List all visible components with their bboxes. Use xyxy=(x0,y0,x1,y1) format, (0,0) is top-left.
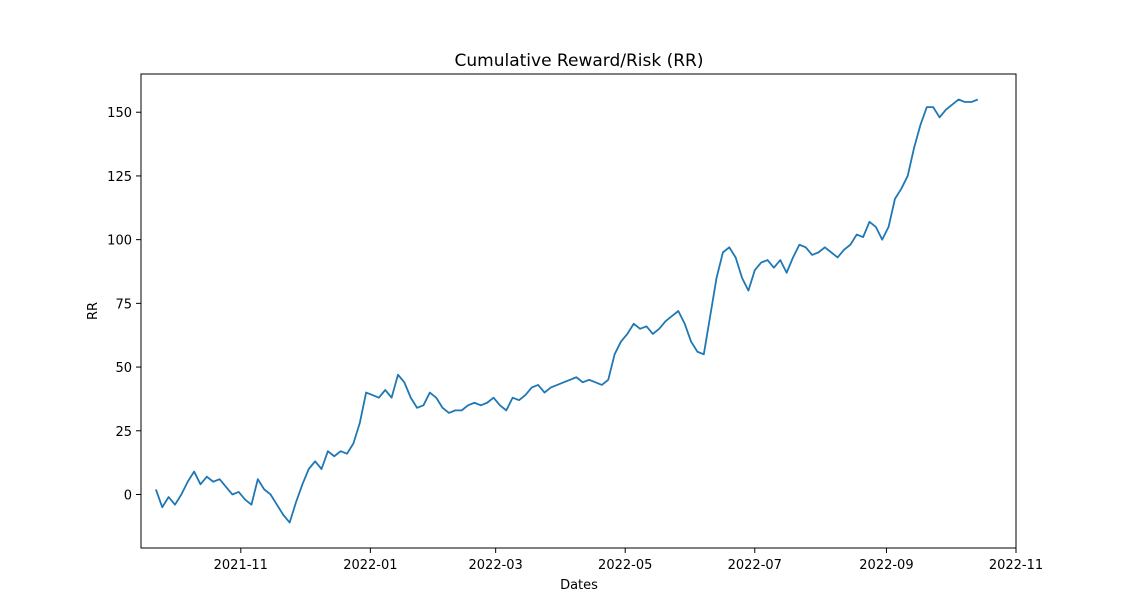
x-axis-label: Dates xyxy=(560,578,598,593)
x-tick-label: 2022-07 xyxy=(728,558,782,573)
y-tick-label: 75 xyxy=(115,297,132,312)
y-tick-label: 25 xyxy=(115,425,132,440)
y-axis-label: RR xyxy=(86,302,101,320)
y-tick-label: 0 xyxy=(124,488,132,503)
y-axis: 0 25 50 75 100 125 150 xyxy=(107,106,141,503)
y-tick-label: 50 xyxy=(115,361,132,376)
y-tick-label: 100 xyxy=(107,234,132,249)
x-tick-label: 2022-01 xyxy=(343,558,397,573)
x-tick-label: 2022-03 xyxy=(469,558,523,573)
y-tick-label: 125 xyxy=(107,170,132,185)
x-tick-label: 2022-09 xyxy=(859,558,913,573)
series-line-rr xyxy=(155,98,979,524)
y-tick-label: 150 xyxy=(107,106,132,121)
x-tick-label: 2022-11 xyxy=(989,558,1043,573)
x-tick-label: 2021-11 xyxy=(214,558,268,573)
plot-frame xyxy=(140,73,1017,549)
chart-title: Cumulative Reward/Risk (RR) xyxy=(455,51,704,71)
x-axis: 2021-11 2022-01 2022-03 2022-05 2022-07 2022-… xyxy=(214,548,1043,573)
x-tick-label: 2022-05 xyxy=(598,558,652,573)
